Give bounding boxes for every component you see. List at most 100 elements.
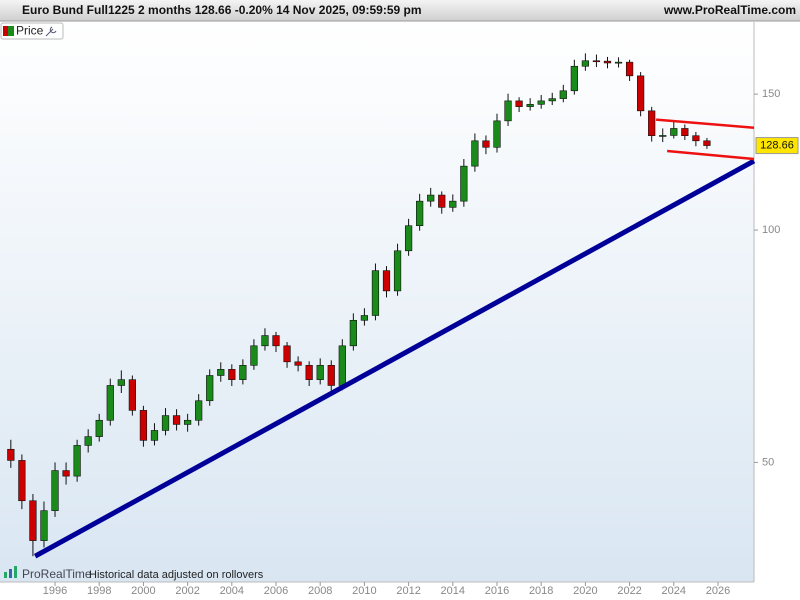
x-tick-label: 2004 <box>220 585 244 597</box>
x-tick-label: 2000 <box>131 585 155 597</box>
candle <box>427 187 435 207</box>
candle <box>570 59 578 95</box>
candle <box>614 57 623 68</box>
candle-body <box>338 345 346 386</box>
settings-icon[interactable] <box>45 26 57 37</box>
legend-icon <box>3 26 14 36</box>
logo-bar <box>14 566 17 578</box>
candle <box>360 308 369 326</box>
candle <box>659 128 667 143</box>
candle-body <box>272 335 280 347</box>
candle <box>382 266 391 298</box>
candle-body <box>692 135 700 142</box>
candle <box>51 462 59 517</box>
candle-body <box>371 270 380 316</box>
candle-body <box>139 410 148 441</box>
candle-body <box>327 365 335 386</box>
candle-body <box>493 120 501 148</box>
x-tick-label: 2012 <box>396 585 420 597</box>
candle-body <box>526 104 534 107</box>
candle <box>316 358 324 385</box>
candle <box>393 243 402 296</box>
candle <box>581 53 590 71</box>
candle-body <box>460 165 468 202</box>
x-tick-label: 2016 <box>485 585 509 597</box>
website: www.ProRealTime.com <box>663 3 796 17</box>
candle-body <box>161 415 170 431</box>
candle-body <box>360 315 369 321</box>
candle-body <box>603 60 612 64</box>
candle-body <box>150 430 159 441</box>
candle <box>195 394 203 426</box>
candle <box>637 72 645 117</box>
candle-body <box>471 140 479 167</box>
candle-body <box>559 90 567 99</box>
candle <box>95 413 103 442</box>
candle-body <box>438 194 446 208</box>
candle-body <box>73 445 81 477</box>
candle-body <box>195 400 203 421</box>
legend-box[interactable] <box>0 22 64 40</box>
last-price-box <box>755 137 799 155</box>
candle <box>29 494 37 557</box>
candle-body <box>117 379 125 386</box>
candle-body <box>614 61 623 64</box>
candle <box>449 194 457 212</box>
candle-body <box>648 110 656 137</box>
candle <box>482 135 490 155</box>
candle <box>327 360 335 392</box>
candle <box>139 405 148 447</box>
candle-body <box>482 140 490 148</box>
candle <box>460 159 468 207</box>
x-tick-label: 2020 <box>573 585 597 597</box>
candle <box>106 378 114 426</box>
candle-body <box>51 470 59 511</box>
header-bar <box>0 0 800 21</box>
candle-body <box>305 365 313 380</box>
candle-body <box>504 100 512 122</box>
candle <box>648 106 656 142</box>
candle <box>592 54 601 68</box>
candle-body <box>84 436 92 446</box>
candle-body <box>416 200 424 227</box>
candle <box>128 375 136 416</box>
x-tick-label: 2008 <box>308 585 332 597</box>
candle <box>172 409 181 431</box>
candle <box>283 342 291 368</box>
candle-body <box>570 65 578 92</box>
candle <box>206 369 214 406</box>
footnote: Historical data adjusted on rollovers <box>89 569 264 581</box>
candle-body <box>239 365 247 380</box>
candle <box>471 133 479 172</box>
candle-body <box>206 375 214 402</box>
candle-body <box>7 448 15 461</box>
candle <box>239 359 247 385</box>
candle <box>526 98 534 111</box>
legend-label[interactable]: Price <box>16 24 44 38</box>
x-tick-label: 2026 <box>706 585 730 597</box>
candle-body <box>316 365 324 380</box>
candle <box>150 423 159 446</box>
y-tick-label: 100 <box>762 224 780 236</box>
candle-body <box>349 319 357 347</box>
x-tick-label: 2022 <box>617 585 641 597</box>
wrench <box>45 26 57 37</box>
trend-line <box>33 158 756 559</box>
candle <box>272 331 280 353</box>
candle <box>73 439 81 482</box>
candle-body <box>449 200 457 208</box>
candle-body <box>172 415 181 425</box>
x-tick-label: 1998 <box>87 585 111 597</box>
candle <box>294 356 302 372</box>
candle <box>18 454 26 510</box>
candle-body <box>427 194 435 202</box>
x-tick-label: 1996 <box>43 585 67 597</box>
candle <box>681 124 689 141</box>
candle-body <box>29 500 37 541</box>
candle <box>349 313 357 351</box>
legend-icon <box>3 26 8 36</box>
candle-body <box>62 470 70 477</box>
candle-body <box>703 140 711 146</box>
